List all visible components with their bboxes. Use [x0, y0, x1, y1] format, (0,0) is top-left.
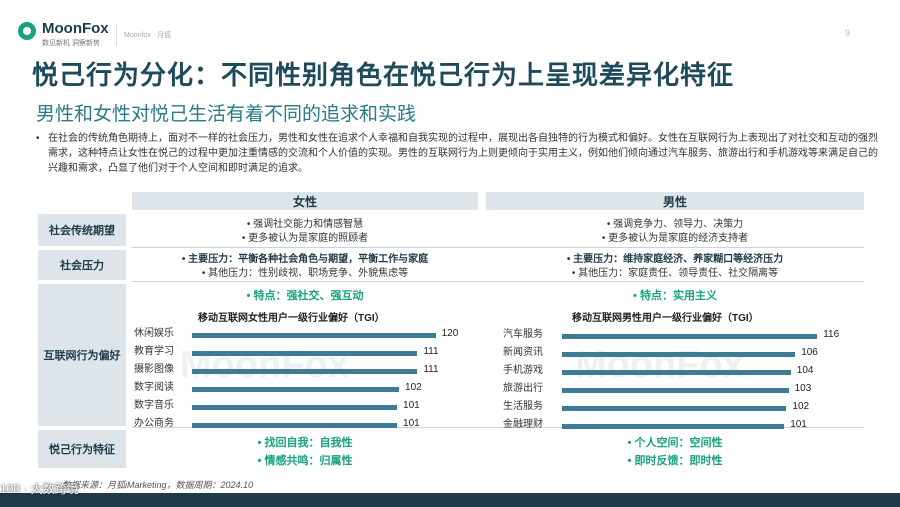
chart-bar	[192, 333, 436, 338]
row-label-pressure: 社会压力	[38, 250, 126, 280]
chart-value-label: 101	[790, 419, 807, 430]
chart-category-label: 教育学习	[134, 346, 174, 357]
chart-category-label: 数字音乐	[134, 400, 174, 411]
chart-value-label: 102	[792, 401, 810, 412]
chart-bar	[562, 388, 789, 393]
corner-watermark: 100 · 大数跨境	[0, 482, 79, 496]
chart-value-label: 103	[794, 383, 812, 394]
intro-paragraph: 在社会的传统角色期待上，面对不一样的社会压力，男性和女性在追求个人幸福和自我实现…	[36, 131, 878, 176]
male-behavior-line: • 个人空间：空间性	[627, 437, 723, 449]
brand-name: MoonFox	[42, 20, 109, 37]
male-pressure-other: • 其他压力：家庭责任、领导责任、社交隔离等	[571, 268, 779, 279]
chart-category-label: 生活服务	[503, 401, 543, 412]
chart-title: 移动互联网女性用户一级行业偏好（TGI）	[198, 313, 385, 324]
chart-value-label: 101	[403, 418, 420, 429]
chart-category-label: 休闲娱乐	[134, 328, 174, 339]
data-source: 数据来源：月狐iMarketing，数据周期：2024.10	[62, 480, 254, 490]
female-pressure-other: • 其他压力：性别歧视、职场竞争、外貌焦虑等	[201, 268, 409, 279]
chart-value-label: 111	[423, 364, 439, 375]
watermark-text: MoonFox	[575, 344, 744, 386]
page-subtitle: 男性和女性对悦己生活有着不同的追求和实践	[36, 104, 417, 125]
female-feature: • 特点：强社交、强互动	[246, 290, 364, 302]
chart-bar	[562, 334, 818, 339]
row-label-expectation: 社会传统期望	[38, 214, 126, 246]
chart-bar	[192, 387, 400, 392]
chart-bar	[192, 369, 418, 374]
row-separator	[132, 281, 864, 282]
chart-bar	[192, 405, 398, 410]
brand-tagline: 数见新机 洞察新势	[42, 40, 100, 47]
chart-value-label: 120	[441, 328, 459, 339]
chart-bar	[192, 423, 398, 428]
chart-category-label: 手机游戏	[503, 365, 543, 376]
male-behavior-line: • 即时反馈：即时性	[627, 455, 723, 467]
female-expectation-line: • 强调社交能力和情感智慧	[246, 219, 364, 230]
row-label-behavior: 悦己行为特征	[38, 430, 126, 468]
chart-category-label: 汽车服务	[503, 329, 543, 340]
chart-value-label: 116	[823, 329, 840, 340]
chart-category-label: 新闻资讯	[503, 347, 543, 358]
male-expectation-line: • 更多被认为是家庭的经济支持者	[601, 233, 749, 244]
col-header-male: 男性	[486, 192, 864, 210]
chart-category-label: 办公商务	[134, 418, 174, 429]
chart-value-label: 104	[796, 365, 814, 376]
chart-value-label: 101	[403, 400, 420, 411]
chart-value-label: 102	[405, 382, 422, 393]
chart-value-label: 106	[801, 347, 818, 358]
chart-title: 移动互联网男性用户一级行业偏好（TGI）	[572, 313, 759, 324]
row-label-internet: 互联网行为偏好	[38, 284, 126, 426]
chart-bar	[562, 370, 791, 375]
female-behavior-line: • 找回自我：自我性	[257, 437, 353, 449]
chart-category-label: 数字阅读	[134, 382, 174, 393]
row-separator	[132, 427, 864, 428]
row-separator	[132, 247, 864, 248]
header-divider	[116, 24, 117, 46]
chart-category-label: 金融理财	[503, 419, 543, 430]
page-number: 9	[845, 28, 851, 38]
chart-bar	[562, 424, 785, 429]
col-header-female: 女性	[132, 192, 478, 210]
chart-bar	[192, 351, 418, 356]
chart-category-label: 旅游出行	[503, 383, 543, 394]
chart-value-label: 111	[423, 346, 439, 357]
footer-bar	[0, 493, 900, 507]
female-expectation-line: • 更多被认为是家庭的照顾者	[241, 233, 369, 244]
male-feature: • 特点：实用主义	[633, 290, 717, 302]
chart-bar	[562, 406, 787, 411]
chart-bar	[562, 352, 796, 357]
male-pressure-main: • 主要压力：维持家庭经济、养家糊口等经济压力	[566, 254, 784, 265]
header-link[interactable]: Moonfox · 月狐	[124, 32, 172, 39]
moonfox-logo-icon	[18, 22, 36, 40]
female-pressure-main: • 主要压力：平衡各种社会角色与期望，平衡工作与家庭	[181, 254, 429, 265]
female-behavior-line: • 情感共鸣：归属性	[257, 455, 353, 467]
male-expectation-line: • 强调竞争力、领导力、决策力	[606, 219, 744, 230]
chart-category-label: 摄影图像	[134, 364, 174, 375]
page-title: 悦己行为分化：不同性别角色在悦己行为上呈现差异化特征	[32, 60, 735, 90]
